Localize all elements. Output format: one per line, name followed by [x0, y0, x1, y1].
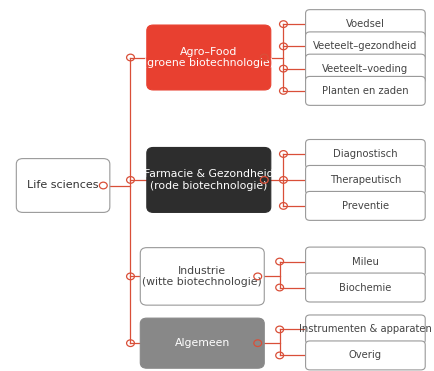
FancyBboxPatch shape — [305, 10, 424, 39]
Text: Instrumenten & apparaten: Instrumenten & apparaten — [298, 325, 431, 334]
Text: Veeteelt–gezondheid: Veeteelt–gezondheid — [312, 42, 417, 51]
FancyBboxPatch shape — [140, 318, 264, 368]
Text: Therapeutisch: Therapeutisch — [329, 175, 400, 185]
FancyBboxPatch shape — [305, 54, 424, 83]
FancyBboxPatch shape — [305, 76, 424, 105]
FancyBboxPatch shape — [140, 248, 264, 305]
FancyBboxPatch shape — [305, 139, 424, 168]
Text: Diagnostisch: Diagnostisch — [332, 149, 397, 159]
Text: Mileu: Mileu — [351, 257, 378, 266]
FancyBboxPatch shape — [305, 315, 424, 344]
FancyBboxPatch shape — [146, 25, 270, 90]
Text: Industrie
(witte biotechnologie): Industrie (witte biotechnologie) — [142, 266, 262, 287]
Text: Preventie: Preventie — [341, 201, 388, 211]
FancyBboxPatch shape — [305, 165, 424, 194]
FancyBboxPatch shape — [305, 191, 424, 220]
Text: Farmacie & Gezondheid
(rode biotechnologie): Farmacie & Gezondheid (rode biotechnolog… — [144, 169, 273, 191]
Text: Agro–Food
(groene biotechnologie): Agro–Food (groene biotechnologie) — [143, 47, 274, 68]
Text: Overig: Overig — [348, 351, 381, 360]
Text: Algemeen: Algemeen — [174, 338, 230, 348]
Text: Life sciences: Life sciences — [27, 181, 99, 190]
FancyBboxPatch shape — [16, 159, 109, 212]
Text: Voedsel: Voedsel — [345, 19, 384, 29]
FancyBboxPatch shape — [146, 147, 270, 212]
FancyBboxPatch shape — [305, 341, 424, 370]
FancyBboxPatch shape — [305, 273, 424, 302]
FancyBboxPatch shape — [305, 32, 424, 61]
Text: Planten en zaden: Planten en zaden — [321, 86, 408, 96]
Text: Veeteelt–voeding: Veeteelt–voeding — [322, 64, 408, 73]
FancyBboxPatch shape — [305, 247, 424, 276]
Text: Biochemie: Biochemie — [339, 283, 391, 292]
